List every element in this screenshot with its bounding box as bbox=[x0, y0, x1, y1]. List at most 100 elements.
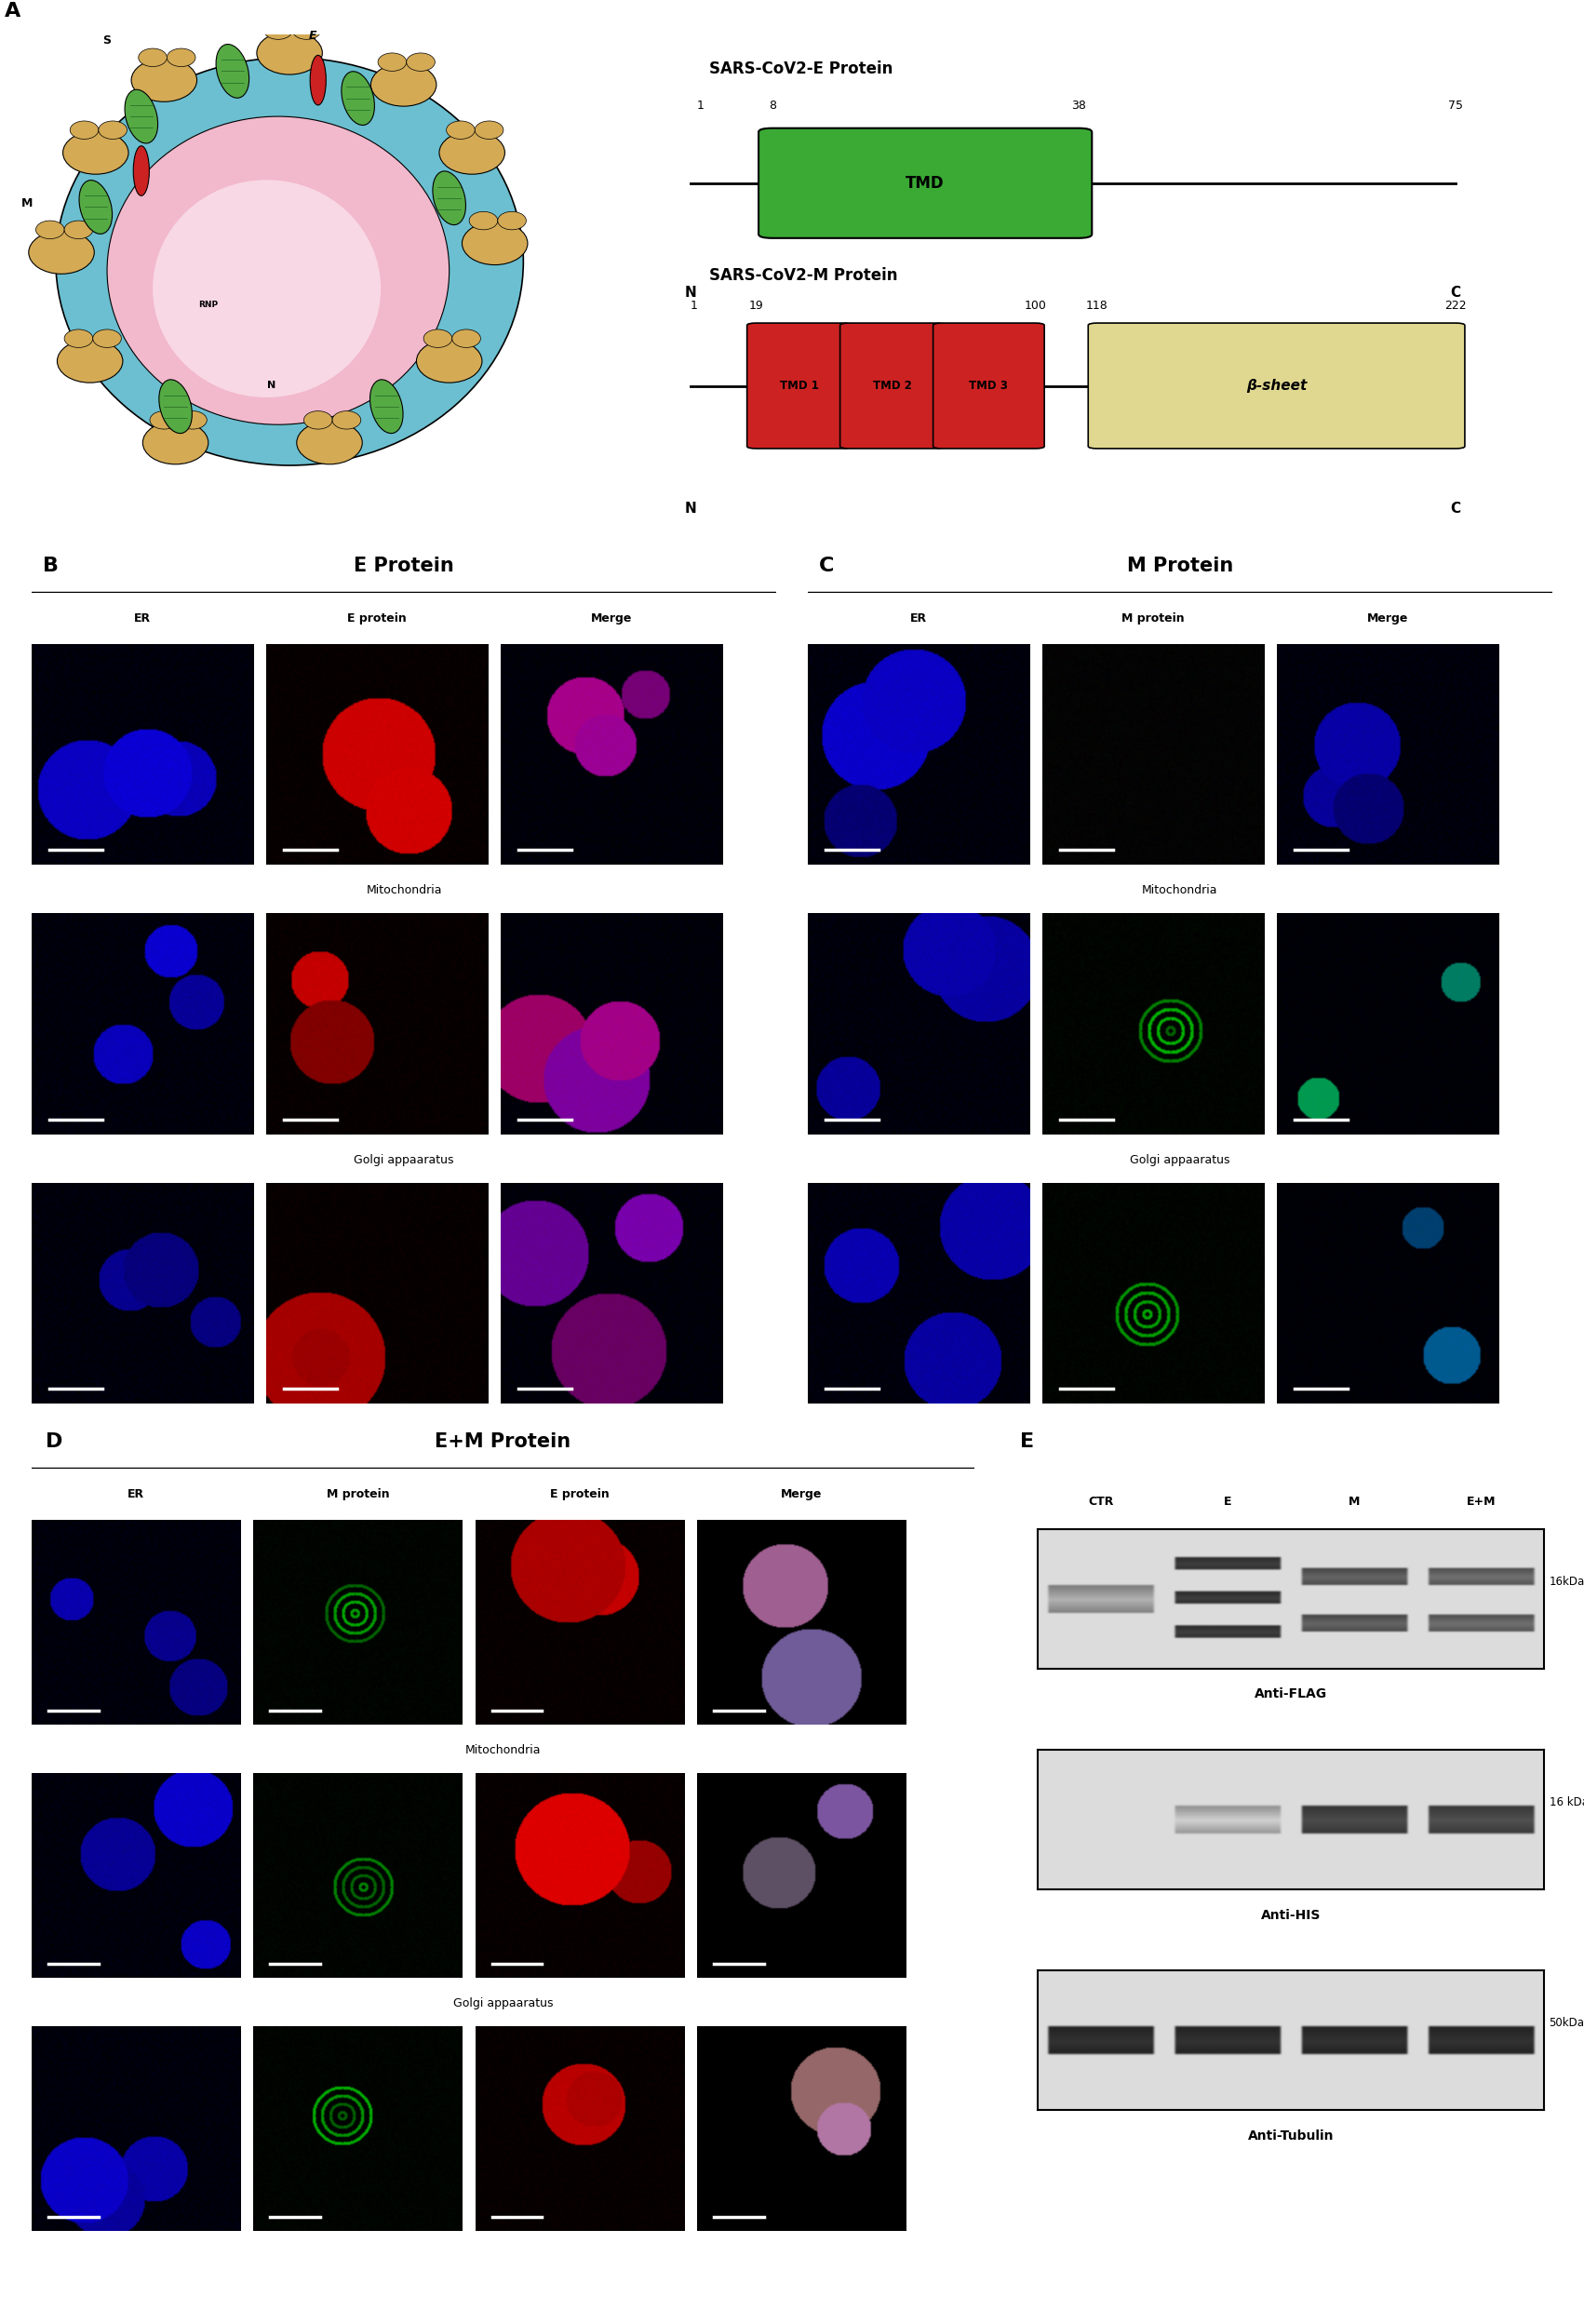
Ellipse shape bbox=[166, 49, 195, 67]
Ellipse shape bbox=[447, 121, 475, 139]
Text: N: N bbox=[684, 502, 697, 516]
Ellipse shape bbox=[451, 330, 480, 349]
Ellipse shape bbox=[70, 121, 98, 139]
Ellipse shape bbox=[257, 33, 323, 74]
Ellipse shape bbox=[152, 179, 380, 397]
Text: M: M bbox=[1348, 1494, 1361, 1508]
Text: C: C bbox=[1451, 502, 1460, 516]
Text: 8: 8 bbox=[768, 100, 776, 112]
Ellipse shape bbox=[379, 53, 407, 72]
Text: B: B bbox=[43, 555, 59, 574]
Ellipse shape bbox=[469, 211, 497, 230]
FancyBboxPatch shape bbox=[748, 323, 851, 449]
Text: C: C bbox=[1451, 286, 1460, 300]
Text: TMD: TMD bbox=[906, 174, 944, 191]
Ellipse shape bbox=[215, 44, 249, 98]
Text: ER: ER bbox=[135, 611, 150, 625]
Ellipse shape bbox=[265, 21, 293, 40]
Text: M Protein: M Protein bbox=[1126, 555, 1234, 574]
Ellipse shape bbox=[138, 49, 166, 67]
Ellipse shape bbox=[423, 330, 451, 349]
Text: E protein: E protein bbox=[347, 611, 407, 625]
Text: 50kDa: 50kDa bbox=[1549, 2017, 1584, 2029]
Text: C: C bbox=[819, 555, 835, 574]
Ellipse shape bbox=[143, 421, 209, 465]
Text: Mitochondria: Mitochondria bbox=[366, 883, 442, 897]
Ellipse shape bbox=[55, 58, 523, 465]
Ellipse shape bbox=[93, 330, 122, 349]
Ellipse shape bbox=[304, 411, 333, 430]
Text: Mitochondria: Mitochondria bbox=[1142, 883, 1218, 897]
Text: 19: 19 bbox=[749, 300, 763, 311]
Ellipse shape bbox=[293, 21, 322, 40]
Text: 38: 38 bbox=[1071, 100, 1085, 112]
Ellipse shape bbox=[36, 221, 65, 239]
Ellipse shape bbox=[108, 116, 450, 425]
Ellipse shape bbox=[475, 121, 504, 139]
Ellipse shape bbox=[407, 53, 436, 72]
Ellipse shape bbox=[98, 121, 127, 139]
FancyBboxPatch shape bbox=[759, 128, 1091, 237]
Ellipse shape bbox=[133, 146, 149, 195]
Text: TMD 3: TMD 3 bbox=[969, 379, 1007, 393]
Text: Golgi appaaratus: Golgi appaaratus bbox=[353, 1153, 455, 1167]
Text: 100: 100 bbox=[1025, 300, 1047, 311]
Ellipse shape bbox=[29, 230, 95, 274]
Text: SARS-CoV2-E Protein: SARS-CoV2-E Protein bbox=[708, 60, 892, 77]
Text: CTR: CTR bbox=[1088, 1494, 1114, 1508]
Text: Mitochondria: Mitochondria bbox=[466, 1743, 540, 1757]
Text: 16 kDa: 16 kDa bbox=[1549, 1796, 1584, 1808]
Text: N: N bbox=[684, 286, 697, 300]
Ellipse shape bbox=[125, 91, 158, 144]
Ellipse shape bbox=[57, 339, 124, 383]
Text: S: S bbox=[103, 35, 111, 46]
Ellipse shape bbox=[310, 56, 326, 105]
Text: E+M: E+M bbox=[1467, 1494, 1495, 1508]
FancyBboxPatch shape bbox=[840, 323, 944, 449]
Text: E+M Protein: E+M Protein bbox=[436, 1432, 570, 1450]
Text: 1: 1 bbox=[691, 300, 697, 311]
Ellipse shape bbox=[333, 411, 361, 430]
Text: β-sheet: β-sheet bbox=[1247, 379, 1307, 393]
Text: Anti-Tubulin: Anti-Tubulin bbox=[1248, 2129, 1334, 2143]
Ellipse shape bbox=[79, 181, 112, 235]
Text: M protein: M protein bbox=[326, 1487, 390, 1501]
Text: M: M bbox=[22, 198, 33, 209]
Ellipse shape bbox=[432, 172, 466, 225]
Text: Anti-FLAG: Anti-FLAG bbox=[1255, 1687, 1327, 1701]
Ellipse shape bbox=[342, 72, 374, 125]
Text: E: E bbox=[1020, 1432, 1034, 1450]
FancyBboxPatch shape bbox=[1088, 323, 1465, 449]
Ellipse shape bbox=[497, 211, 526, 230]
Ellipse shape bbox=[417, 339, 482, 383]
Text: 222: 222 bbox=[1445, 300, 1467, 311]
Ellipse shape bbox=[371, 379, 402, 432]
Text: Merge: Merge bbox=[781, 1487, 822, 1501]
Text: E: E bbox=[1224, 1494, 1231, 1508]
Ellipse shape bbox=[463, 221, 527, 265]
Text: E: E bbox=[309, 30, 317, 42]
Ellipse shape bbox=[65, 330, 93, 349]
Text: Golgi appaaratus: Golgi appaaratus bbox=[453, 1996, 553, 2010]
Text: 16kDa: 16kDa bbox=[1549, 1576, 1584, 1587]
Text: 1: 1 bbox=[697, 100, 705, 112]
Text: 75: 75 bbox=[1448, 100, 1464, 112]
Ellipse shape bbox=[63, 130, 128, 174]
FancyBboxPatch shape bbox=[933, 323, 1044, 449]
Text: D: D bbox=[46, 1432, 63, 1450]
Text: Golgi appaaratus: Golgi appaaratus bbox=[1129, 1153, 1231, 1167]
Ellipse shape bbox=[150, 411, 179, 430]
Ellipse shape bbox=[65, 221, 93, 239]
Ellipse shape bbox=[179, 411, 208, 430]
Text: Anti-HIS: Anti-HIS bbox=[1261, 1908, 1321, 1922]
Ellipse shape bbox=[158, 379, 192, 432]
Text: N: N bbox=[266, 381, 276, 390]
Text: E protein: E protein bbox=[550, 1487, 610, 1501]
Ellipse shape bbox=[131, 58, 196, 102]
Text: ER: ER bbox=[128, 1487, 144, 1501]
Text: Merge: Merge bbox=[1367, 611, 1408, 625]
Text: TMD 2: TMD 2 bbox=[873, 379, 912, 393]
Text: TMD 1: TMD 1 bbox=[779, 379, 819, 393]
Ellipse shape bbox=[296, 421, 363, 465]
Text: ER: ER bbox=[911, 611, 927, 625]
